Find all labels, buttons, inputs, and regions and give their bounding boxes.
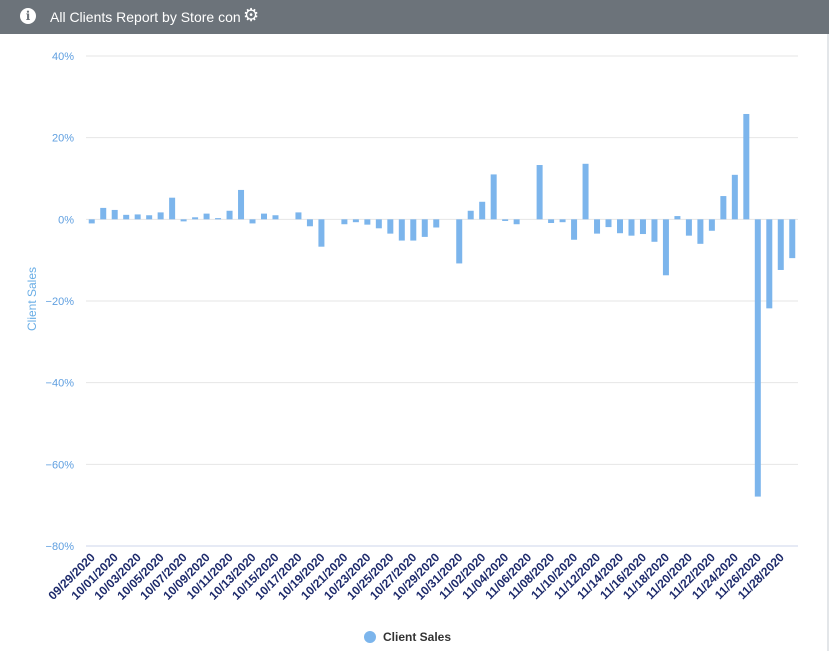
report-title: All Clients Report by Store con: [50, 9, 241, 25]
bar-10-02-2020[interactable]: [123, 214, 130, 220]
bar-11-02-2020[interactable]: [479, 201, 486, 220]
bar-11-23-2020[interactable]: [720, 196, 727, 220]
bar-11-19-2020[interactable]: [674, 216, 681, 220]
bar-11-13-2020[interactable]: [605, 219, 612, 228]
bar-11-12-2020[interactable]: [594, 219, 601, 234]
bar-10-05-2020[interactable]: [157, 212, 164, 220]
bar-10-21-2020[interactable]: [341, 219, 348, 225]
bar-11-28-2020[interactable]: [777, 219, 784, 270]
y-tick-label: −80%: [46, 541, 75, 553]
y-tick-label: −20%: [46, 296, 75, 308]
bar-09-30-2020[interactable]: [100, 207, 107, 220]
bar-11-17-2020[interactable]: [651, 219, 658, 242]
bar-11-04-2020[interactable]: [502, 219, 509, 221]
bar-10-14-2020[interactable]: [261, 213, 267, 220]
bar-11-15-2020[interactable]: [628, 219, 635, 236]
legend[interactable]: Client Sales: [364, 630, 451, 644]
gear-icon[interactable]: ⚙: [243, 5, 260, 26]
bar-10-06-2020[interactable]: [169, 197, 176, 220]
bar-11-16-2020[interactable]: [639, 219, 646, 235]
bar-11-07-2020[interactable]: [536, 165, 543, 220]
bar-11-14-2020[interactable]: [617, 219, 623, 234]
y-tick-label: 20%: [52, 133, 74, 145]
bar-10-08-2020[interactable]: [192, 217, 199, 220]
bar-11-21-2020[interactable]: [697, 219, 704, 244]
bar-11-24-2020[interactable]: [731, 174, 738, 220]
bar-10-04-2020[interactable]: [146, 215, 153, 220]
y-axis-label: Client Sales: [25, 267, 39, 331]
bar-10-27-2020[interactable]: [410, 219, 417, 241]
chart-panel: 40% 20% 0% −20% −40% −60% −80% 09/29/2020 10/01…: [0, 34, 829, 651]
bar-09-29-2020[interactable]: [88, 219, 95, 224]
y-tick-label: −40%: [46, 378, 75, 390]
bar-10-31-2020[interactable]: [456, 219, 463, 264]
bar-11-11-2020[interactable]: [582, 163, 589, 220]
bar-11-18-2020[interactable]: [662, 219, 669, 276]
bar-10-13-2020[interactable]: [249, 219, 256, 224]
bar-10-23-2020[interactable]: [364, 219, 371, 225]
bar-10-29-2020[interactable]: [433, 219, 440, 228]
legend-label-client-sales: Client Sales: [383, 630, 451, 644]
bar-10-09-2020[interactable]: [203, 213, 210, 220]
bar-11-22-2020[interactable]: [708, 219, 715, 231]
bar-11-01-2020[interactable]: [467, 210, 474, 220]
y-tick-label: −60%: [46, 459, 75, 471]
legend-marker: [364, 631, 376, 643]
bar-11-03-2020[interactable]: [490, 174, 497, 220]
bar-11-26-2020[interactable]: [754, 219, 761, 497]
bar-11-29-2020[interactable]: [789, 219, 796, 259]
bar-11-25-2020[interactable]: [743, 113, 750, 220]
bar-10-11-2020[interactable]: [226, 210, 233, 220]
y-tick-label: 40%: [52, 51, 74, 63]
bar-chart: 40%20%0%−20%−40%−60%−80% 09/29/202010/01…: [25, 51, 798, 644]
bar-11-08-2020[interactable]: [548, 219, 555, 224]
bar-10-26-2020[interactable]: [398, 219, 405, 241]
bar-10-01-2020[interactable]: [111, 209, 118, 220]
bar-10-22-2020[interactable]: [352, 219, 359, 223]
bar-11-10-2020[interactable]: [571, 219, 578, 240]
bar-10-17-2020[interactable]: [295, 212, 302, 220]
bar-10-28-2020[interactable]: [421, 219, 428, 237]
bar-10-12-2020[interactable]: [238, 189, 245, 220]
bar-11-05-2020[interactable]: [513, 219, 520, 225]
bar-10-24-2020[interactable]: [375, 219, 382, 229]
bar-10-25-2020[interactable]: [387, 219, 394, 234]
bar-11-20-2020[interactable]: [685, 219, 692, 236]
bar-11-09-2020[interactable]: [559, 219, 566, 223]
bar-11-27-2020[interactable]: [766, 219, 773, 309]
bar-10-07-2020[interactable]: [180, 219, 187, 222]
bar-10-10-2020[interactable]: [215, 218, 222, 220]
y-tick-label: 0%: [58, 214, 74, 226]
bar-10-19-2020[interactable]: [318, 219, 325, 247]
bar-10-18-2020[interactable]: [306, 219, 313, 227]
bar-10-03-2020[interactable]: [134, 214, 141, 220]
report-header: i All Clients Report by Store con ⚙: [0, 0, 829, 34]
info-icon[interactable]: i: [20, 8, 36, 24]
bar-10-15-2020[interactable]: [272, 215, 279, 220]
